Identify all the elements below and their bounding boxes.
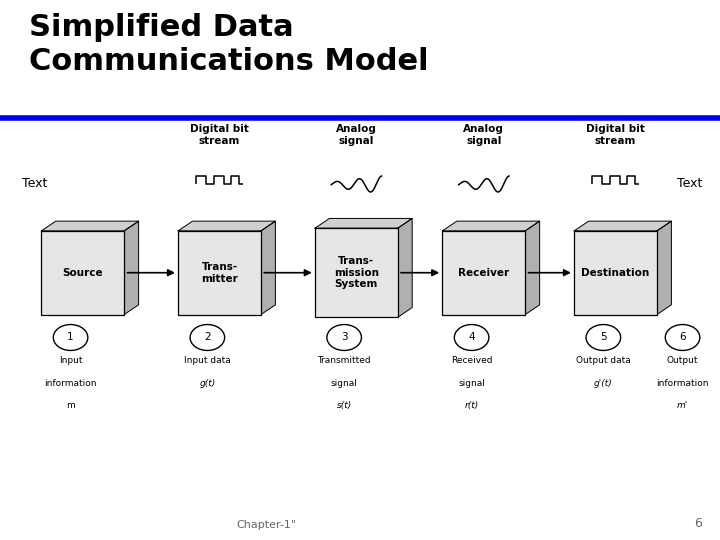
Text: information: information (45, 379, 96, 388)
Polygon shape (42, 221, 138, 231)
Text: Input data: Input data (184, 356, 230, 365)
Text: Source: Source (63, 268, 103, 278)
Text: m': m' (677, 401, 688, 410)
Polygon shape (315, 218, 412, 228)
Text: r(t): r(t) (464, 401, 479, 410)
Text: g(t): g(t) (199, 379, 215, 388)
Bar (179, 231, 261, 314)
Polygon shape (125, 221, 138, 314)
Text: 1: 1 (67, 333, 74, 342)
Text: 4: 4 (468, 333, 475, 342)
Text: m: m (66, 401, 75, 410)
Circle shape (665, 325, 700, 350)
Circle shape (53, 325, 88, 350)
Polygon shape (526, 221, 540, 314)
Text: Output data: Output data (576, 356, 631, 365)
Text: Output: Output (667, 356, 698, 365)
Text: Receiver: Receiver (458, 268, 510, 278)
Text: 6: 6 (679, 333, 686, 342)
Text: 3: 3 (341, 333, 348, 342)
Text: Transmitted: Transmitted (318, 356, 371, 365)
Text: Received: Received (451, 356, 492, 365)
Text: signal: signal (458, 379, 485, 388)
Text: g'(t): g'(t) (594, 379, 613, 388)
Circle shape (586, 325, 621, 350)
Text: Digital bit
stream: Digital bit stream (586, 124, 645, 146)
Text: 6: 6 (694, 517, 702, 530)
Polygon shape (575, 221, 671, 231)
Circle shape (190, 325, 225, 350)
Polygon shape (179, 221, 275, 231)
Polygon shape (442, 221, 540, 231)
Text: 5: 5 (600, 333, 607, 342)
Text: Chapter-1": Chapter-1" (236, 520, 297, 530)
Text: 2: 2 (204, 333, 211, 342)
Text: signal: signal (330, 379, 358, 388)
Text: Trans-
mitter: Trans- mitter (201, 262, 238, 284)
Text: Simplified Data
Communications Model: Simplified Data Communications Model (29, 14, 428, 76)
Text: Text: Text (677, 177, 702, 190)
Text: Analog
signal: Analog signal (464, 124, 504, 146)
Circle shape (454, 325, 489, 350)
Text: Digital bit
stream: Digital bit stream (190, 124, 249, 146)
Circle shape (327, 325, 361, 350)
Polygon shape (397, 218, 412, 317)
Text: Destination: Destination (582, 268, 649, 278)
Polygon shape (657, 221, 671, 314)
Text: s(t): s(t) (336, 401, 352, 410)
Bar (442, 231, 526, 314)
Bar (42, 231, 125, 314)
Text: Trans-
mission
System: Trans- mission System (334, 256, 379, 289)
Text: information: information (657, 379, 708, 388)
Bar (575, 231, 657, 314)
Text: Text: Text (22, 177, 47, 190)
Polygon shape (261, 221, 275, 314)
Text: Input: Input (59, 356, 82, 365)
Bar (315, 228, 397, 317)
Text: Analog
signal: Analog signal (336, 124, 377, 146)
